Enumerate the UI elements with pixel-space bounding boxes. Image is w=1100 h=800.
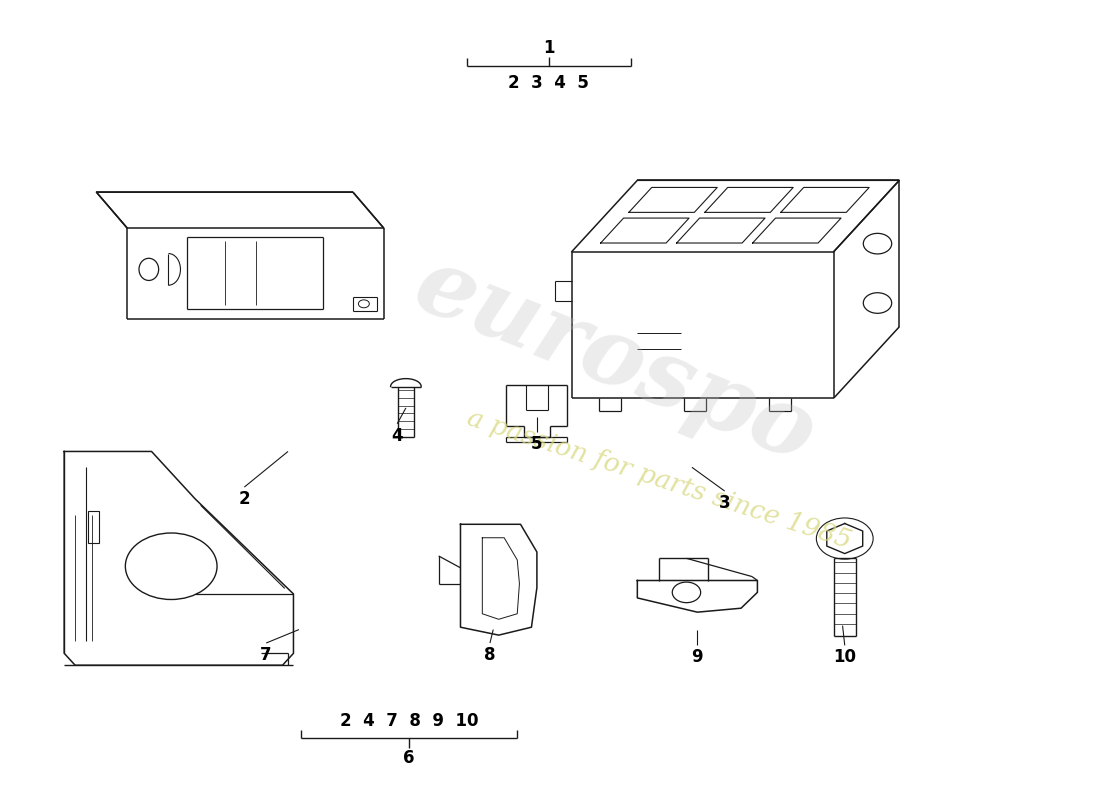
Text: 5: 5 [531, 434, 542, 453]
Text: a passion for parts since 1985: a passion for parts since 1985 [464, 405, 855, 554]
Text: 9: 9 [692, 648, 703, 666]
Text: 10: 10 [834, 648, 856, 666]
Text: 2  3  4  5: 2 3 4 5 [508, 74, 590, 92]
Text: 4: 4 [392, 426, 403, 445]
Text: eurospo: eurospo [403, 239, 829, 482]
Text: 1: 1 [543, 38, 554, 57]
Text: 8: 8 [484, 646, 496, 664]
Bar [88, 511, 99, 542]
Text: 2  4  7  8  9  10: 2 4 7 8 9 10 [340, 712, 478, 730]
Text: 6: 6 [404, 749, 415, 767]
Text: 3: 3 [719, 494, 730, 512]
Text: 7: 7 [261, 646, 272, 664]
Text: 2: 2 [239, 490, 250, 508]
